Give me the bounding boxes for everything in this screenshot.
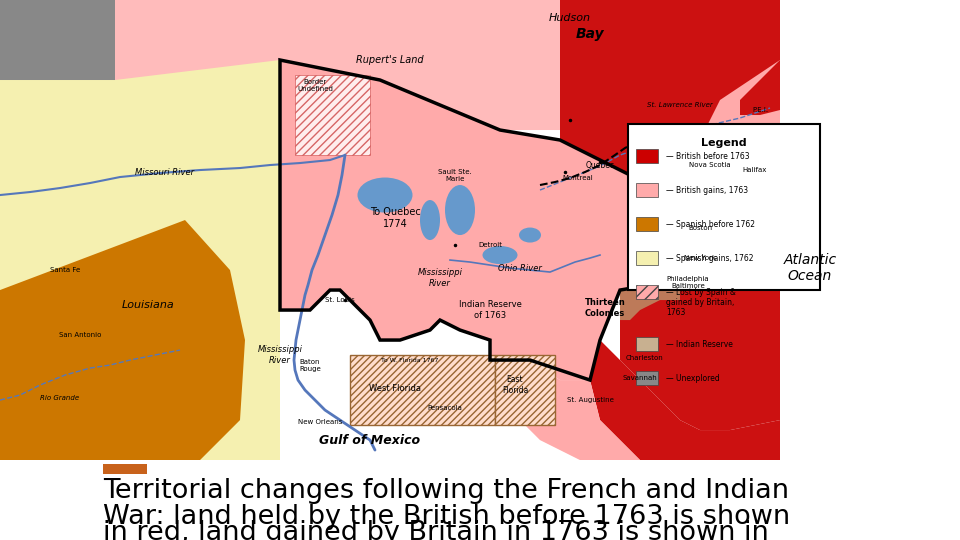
Text: Bay: Bay: [576, 27, 604, 41]
Text: Sault Ste.
Marie: Sault Ste. Marie: [438, 168, 472, 181]
Ellipse shape: [519, 227, 541, 242]
Text: Legend: Legend: [701, 138, 747, 148]
Bar: [350, 355, 495, 425]
Text: Gulf of Mexico: Gulf of Mexico: [320, 434, 420, 447]
Polygon shape: [0, 60, 280, 460]
Polygon shape: [0, 0, 115, 85]
Ellipse shape: [420, 200, 440, 240]
Text: St. Louis: St. Louis: [325, 297, 355, 303]
Text: Detroit: Detroit: [478, 242, 502, 248]
Text: Indian Reserve
of 1763: Indian Reserve of 1763: [459, 300, 521, 320]
Bar: [636, 251, 658, 265]
Text: P.E.I.: P.E.I.: [752, 107, 768, 113]
Polygon shape: [295, 75, 370, 155]
Bar: [495, 355, 555, 425]
Text: Mississippi
River: Mississippi River: [257, 346, 302, 365]
Text: West Florida: West Florida: [369, 383, 421, 393]
Bar: [636, 217, 658, 231]
Text: Rupert's Land: Rupert's Land: [356, 55, 423, 65]
Bar: [636, 149, 658, 163]
Bar: [636, 338, 658, 351]
Bar: [103, 464, 147, 474]
Bar: [636, 183, 658, 197]
Polygon shape: [0, 220, 245, 460]
Text: Charleston: Charleston: [626, 355, 664, 361]
Text: 1763: 1763: [666, 308, 685, 317]
Ellipse shape: [445, 185, 475, 235]
Ellipse shape: [483, 246, 517, 264]
Text: Halifax: Halifax: [743, 167, 767, 173]
Polygon shape: [590, 340, 780, 460]
Text: Quebec: Quebec: [586, 160, 614, 170]
Text: To W. Florida 1767: To W. Florida 1767: [381, 357, 439, 362]
Text: Ohio River: Ohio River: [498, 264, 542, 273]
Text: Savannah: Savannah: [623, 375, 658, 381]
Text: — Indian Reserve: — Indian Reserve: [666, 340, 732, 349]
Polygon shape: [280, 60, 680, 380]
Text: Montreal: Montreal: [563, 175, 593, 181]
Text: Atlantic
Ocean: Atlantic Ocean: [783, 253, 836, 283]
Text: Hudson: Hudson: [549, 13, 591, 23]
Text: St. Augustine: St. Augustine: [566, 397, 613, 403]
Polygon shape: [620, 160, 780, 430]
Text: in red, land gained by Britain in 1763 is shown in: in red, land gained by Britain in 1763 i…: [103, 520, 769, 540]
Text: Philadelphia
Baltimore: Philadelphia Baltimore: [666, 275, 709, 288]
Text: Pensacola: Pensacola: [427, 405, 463, 411]
Text: Louisiana: Louisiana: [122, 300, 175, 310]
Text: War: land held by the British before 1763 is shown: War: land held by the British before 176…: [103, 504, 790, 530]
Text: Rio Grande: Rio Grande: [40, 395, 80, 401]
Text: Border
Undefined: Border Undefined: [297, 78, 333, 91]
Polygon shape: [115, 0, 780, 130]
Polygon shape: [560, 0, 780, 200]
Ellipse shape: [357, 178, 413, 213]
Text: — British gains, 1763: — British gains, 1763: [666, 186, 748, 195]
Text: Boston: Boston: [688, 225, 712, 231]
Text: East
Florida: East Florida: [502, 375, 528, 395]
Text: — Spanish before 1762: — Spanish before 1762: [666, 220, 755, 229]
Bar: [636, 285, 658, 299]
Text: New York: New York: [684, 255, 716, 261]
Text: — Lost by Spain &: — Lost by Spain &: [666, 288, 735, 297]
Text: Territorial changes following the French and Indian: Territorial changes following the French…: [103, 478, 789, 504]
Text: Thirteen
Colonies: Thirteen Colonies: [585, 299, 625, 318]
Bar: [636, 372, 658, 385]
Polygon shape: [620, 280, 680, 320]
Text: St. Lawrence River: St. Lawrence River: [647, 102, 713, 108]
Text: Baton
Rouge: Baton Rouge: [300, 359, 321, 372]
Polygon shape: [740, 60, 780, 115]
Text: — Unexplored: — Unexplored: [666, 374, 720, 383]
Text: Mississippi
River: Mississippi River: [418, 268, 463, 288]
Text: — Spanish gains, 1762: — Spanish gains, 1762: [666, 254, 754, 263]
Polygon shape: [700, 60, 780, 160]
Text: To Quebec
1774: To Quebec 1774: [370, 207, 420, 229]
Text: — British before 1763: — British before 1763: [666, 152, 750, 161]
Text: Nova Scotia: Nova Scotia: [689, 162, 731, 168]
Text: gained by Britain,: gained by Britain,: [666, 298, 734, 307]
FancyBboxPatch shape: [628, 124, 820, 290]
Polygon shape: [510, 360, 640, 460]
Text: New Orleans: New Orleans: [298, 419, 342, 425]
Text: Missouri River: Missouri River: [135, 167, 195, 177]
Text: Santa Fe: Santa Fe: [50, 267, 80, 273]
Text: San Antonio: San Antonio: [59, 332, 101, 338]
